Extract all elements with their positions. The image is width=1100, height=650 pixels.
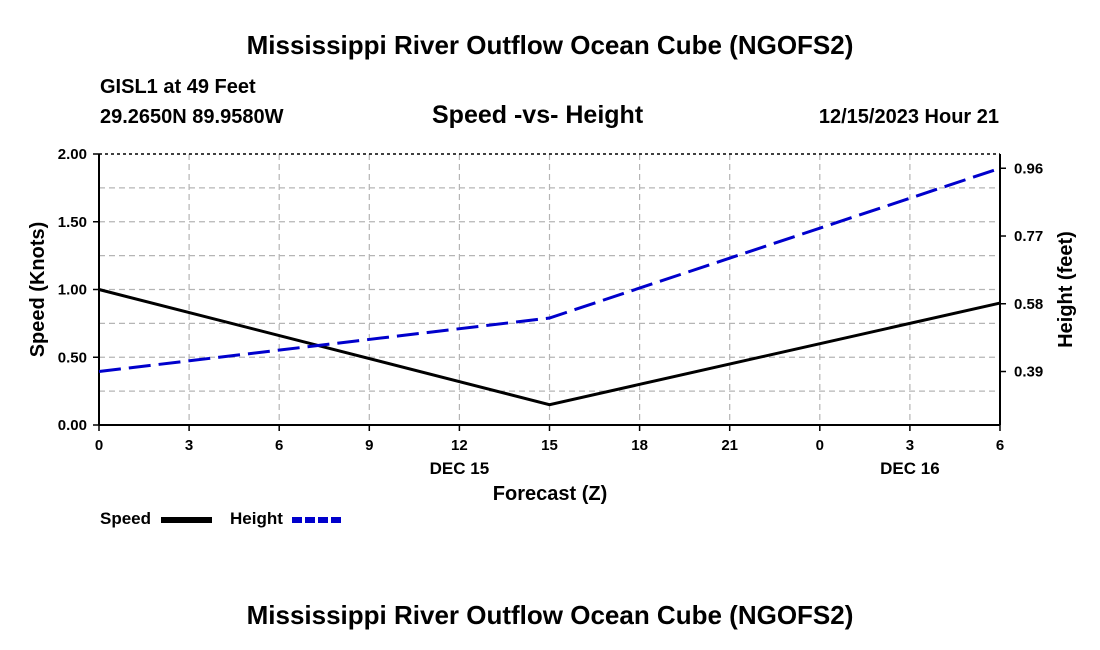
series-height-line <box>98 166 1001 374</box>
x-tick-label: 0 <box>816 437 824 454</box>
chart-title: Speed -vs- Height <box>432 101 644 129</box>
x-tick-label: 3 <box>185 437 193 454</box>
x-tick-label: 3 <box>906 437 914 454</box>
forecast-datetime: 12/15/2023 Hour 21 <box>818 106 999 128</box>
station-coords: 29.2650N 89.9580W <box>100 106 284 128</box>
y-axis-label: Speed (Knots) <box>27 222 49 358</box>
x-tick-label: 21 <box>721 437 738 454</box>
legend-swatches <box>161 517 343 523</box>
x-tick-label: 6 <box>996 437 1004 454</box>
series-speed-line <box>98 288 1001 407</box>
y-tick-label: 1.50 <box>58 214 87 231</box>
x-axis-label: Forecast (Z) <box>493 483 607 505</box>
speed-height-chart: 0 3 6 9 12 15 18 21 0 3 6 DEC 15 DEC 16 Forecast (Z) 0… <box>27 146 1077 505</box>
legend-height-label: Height <box>230 509 283 528</box>
footer-title: Mississippi River Outflow Ocean Cube (NG… <box>246 600 854 630</box>
y2-axis-label: Height (feet) <box>1055 231 1077 348</box>
x-date-label: DEC 15 <box>430 459 490 478</box>
x-tick-label: 9 <box>365 437 373 454</box>
y2-tick-label: 0.96 <box>1014 160 1043 177</box>
y-tick-label: 2.00 <box>58 146 87 163</box>
x-tick-label: 12 <box>451 437 468 454</box>
x-tick-label: 18 <box>631 437 648 454</box>
station-name: GISL1 at 49 Feet <box>100 76 256 98</box>
y-tick-label: 0.00 <box>58 417 87 434</box>
y2-tick-label: 0.77 <box>1014 228 1043 245</box>
y2-tick-label: 0.58 <box>1014 296 1043 313</box>
y-tick-label: 1.00 <box>58 282 87 299</box>
page-title: Mississippi River Outflow Ocean Cube (NG… <box>246 30 854 60</box>
x-tick-label: 6 <box>275 437 283 454</box>
y2-tick-label: 0.39 <box>1014 364 1043 381</box>
y-tick-label: 0.50 <box>58 349 87 366</box>
legend-speed-label: Speed <box>100 509 152 528</box>
x-tick-label: 15 <box>541 437 558 454</box>
x-date-label: DEC 16 <box>880 459 940 478</box>
x-tick-label: 0 <box>95 437 103 454</box>
